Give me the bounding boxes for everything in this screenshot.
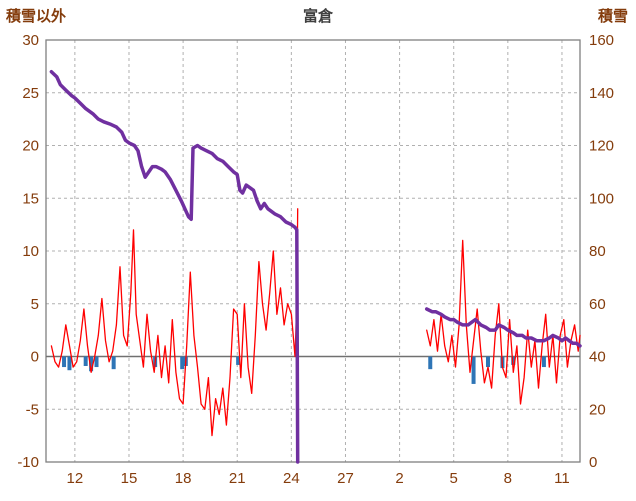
bar [236, 356, 241, 365]
bar [485, 356, 490, 368]
x-axis-tick-label: 15 [121, 470, 138, 487]
bar [89, 356, 94, 372]
right-axis-tick-label: 40 [589, 349, 606, 366]
bar [471, 356, 476, 384]
series-line-right [424, 307, 582, 348]
right-axis-tick-label: 20 [589, 401, 606, 418]
left-axis-tick-label: -5 [26, 401, 39, 418]
bar [94, 356, 99, 368]
series-line-left [50, 208, 299, 437]
x-axis-tick-label: 27 [337, 470, 354, 487]
bar [111, 356, 116, 370]
series-line-right [49, 69, 300, 464]
left-axis-tick-label: 15 [22, 190, 39, 207]
bar [67, 356, 72, 371]
right-axis-title: 積雪 [597, 8, 628, 25]
right-axis-tick-label: 0 [589, 454, 597, 471]
left-axis-tick-label: 30 [22, 32, 39, 49]
x-axis-tick-label: 8 [504, 470, 512, 487]
left-axis-tick-label: 20 [22, 138, 39, 155]
bar [83, 356, 88, 366]
bar [180, 356, 185, 370]
bar [62, 356, 67, 368]
bar [511, 356, 516, 365]
left-axis-tick-label: 5 [31, 296, 39, 313]
right-axis-tick-label: 60 [589, 296, 606, 313]
left-axis-tick-label: 25 [22, 85, 39, 102]
bar [428, 356, 433, 370]
x-axis-tick-label: 18 [175, 470, 192, 487]
right-axis-tick-label: 120 [589, 138, 614, 155]
x-axis-tick-label: 21 [229, 470, 246, 487]
x-axis-tick-label: 12 [67, 470, 84, 487]
right-axis-tick-label: 160 [589, 32, 614, 49]
left-axis-tick-label: -10 [17, 454, 39, 471]
left-axis-tick-label: 10 [22, 243, 39, 260]
right-axis-tick-label: 140 [589, 85, 614, 102]
left-axis-title: 積雪以外 [6, 8, 67, 25]
series-line-left [426, 239, 581, 405]
right-axis-tick-label: 80 [589, 243, 606, 260]
plot-frame [45, 39, 581, 463]
x-axis-tick-label: 2 [395, 470, 403, 487]
x-axis-tick-label: 11 [554, 470, 570, 487]
x-axis-tick-label: 24 [283, 470, 300, 487]
chart-title: 富倉 [302, 8, 333, 25]
bar [541, 356, 546, 368]
right-axis-tick-label: 100 [589, 190, 614, 207]
x-axis-tick-label: 5 [450, 470, 458, 487]
left-axis-tick-label: 0 [31, 349, 39, 366]
